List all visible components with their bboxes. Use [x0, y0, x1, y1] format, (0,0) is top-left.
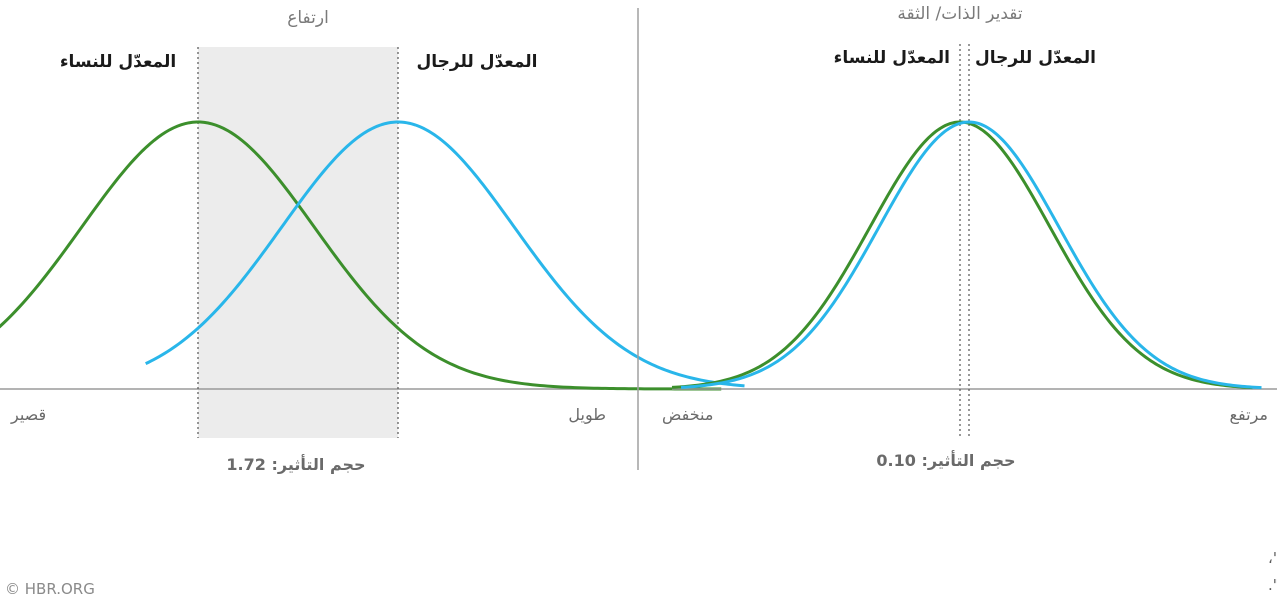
footnote-line-2: و0.80 أو أكثر "كبيراً".: [1268, 574, 1277, 594]
men-mean-label: المعدّل للرجال: [975, 48, 1096, 68]
x-right-end-label: مرتفع: [1230, 405, 1268, 425]
mean-difference-shade: [198, 47, 398, 438]
self-esteem-chart: تقدير الذات/ الثقة المعدّل للرجال المعدّ…: [662, 4, 1277, 470]
chart-title: ارتفاع: [287, 8, 329, 28]
women-distribution-curve: [671, 120, 1253, 390]
women-mean-label: المعدّل للنساء: [60, 52, 176, 72]
women-distribution-curve: [0, 120, 722, 391]
women-mean-label: المعدّل للنساء: [834, 48, 950, 68]
x-right-end-label: طويل: [568, 405, 606, 425]
effect-size-label: حجم التأثير: 0.10: [876, 450, 1015, 470]
effect-size-label: حجم التأثير: 1.72: [226, 454, 365, 474]
men-distribution-curve: [680, 120, 1262, 390]
men-distribution-curve: [145, 120, 745, 388]
footnote-line-1: ملاحظة: يعتبر الإحصائيون حجم التأثير الأ…: [1268, 547, 1277, 567]
height-chart: ارتفاع المعدّل للرجال المعدّل للنساء قصي…: [0, 8, 745, 474]
chart-title: تقدير الذات/ الثقة: [897, 4, 1022, 24]
x-left-end-label: قصير: [10, 405, 46, 425]
hbr-credit: © HBR.ORG: [5, 580, 95, 598]
men-mean-label: المعدّل للرجال: [417, 52, 538, 72]
x-left-end-label: منخفض: [662, 405, 713, 425]
